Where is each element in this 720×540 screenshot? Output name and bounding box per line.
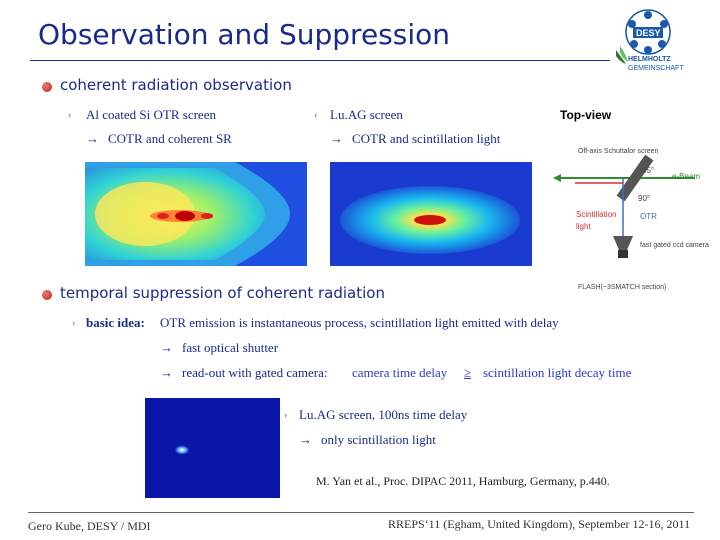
delay-geq: ≥ <box>464 365 472 380</box>
diagram-scint: Scintillation <box>576 210 617 219</box>
title-underline <box>30 60 610 61</box>
sub-bullet-icon: › <box>314 110 318 121</box>
left-result: COTR and coherent SR <box>108 131 232 146</box>
basic-idea-text: OTR emission is instantaneous process, s… <box>160 315 559 330</box>
right-result: COTR and scintillation light <box>352 131 501 146</box>
left-arrow: → <box>86 131 99 146</box>
section2-heading: temporal suppression of coherent radiati… <box>60 284 385 302</box>
logo-helmholtz: HELMHOLTZ <box>628 56 671 63</box>
right-arrow: → <box>330 131 343 146</box>
readout-arrow: → <box>160 365 173 380</box>
section1-heading: coherent radiation observation <box>60 76 292 94</box>
diagram-camera: fast gated ccd camera <box>640 242 709 249</box>
reference: M. Yan et al., Proc. DIPAC 2011, Hamburg… <box>316 474 610 488</box>
bullet-icon <box>42 82 52 92</box>
readout-text: read-out with gated camera: <box>182 365 328 380</box>
diagram-light: light <box>576 222 591 231</box>
luag-delay-text: Lu.AG screen, 100ns time delay <box>299 407 468 422</box>
bullet-icon <box>42 290 52 300</box>
footer-left: Gero Kube, DESY / MDI <box>28 519 151 533</box>
diagram-off-axis-label: Off-axis Schuttalor screen <box>578 148 659 155</box>
diagram-angle45: 45° <box>642 166 655 175</box>
luag-screen-image <box>330 162 532 266</box>
logo-desy-text: DESY <box>636 28 661 38</box>
sub-bullet-icon: › <box>284 410 288 421</box>
diagram-top-view-label: Top-view <box>560 108 612 122</box>
only-scint-arrow: → <box>299 432 312 447</box>
diagram-angle90: 90° <box>638 194 651 203</box>
right-item: Lu.AG screen <box>330 107 403 122</box>
shutter-text: fast optical shutter <box>182 340 279 355</box>
footer-rule <box>28 512 694 513</box>
shutter-arrow: → <box>160 340 173 355</box>
slide-title: Observation and Suppression <box>38 18 451 51</box>
sub-bullet-icon: › <box>72 318 76 329</box>
sub-bullet-icon: › <box>68 110 72 121</box>
otr-screen-image <box>85 162 307 266</box>
footer-right: RREPS‘11 (Egham, United Kingdom), Septem… <box>388 517 691 531</box>
desy-logo <box>612 6 712 76</box>
diagram-ebeam: e-Beam <box>672 172 701 181</box>
delay-rhs: scintillation light decay time <box>483 365 632 380</box>
basic-idea-label: basic idea: <box>86 315 145 330</box>
delay-lhs: camera time delay <box>352 365 448 380</box>
only-scint-text: only scintillation light <box>321 432 436 447</box>
left-item: Al coated Si OTR screen <box>86 107 216 122</box>
top-view-diagram <box>545 108 715 298</box>
diagram-flash: FLASH(~3SMATCH section) <box>578 284 667 291</box>
logo-gemeinschaft: GEMEINSCHAFT <box>628 65 684 72</box>
diagram-otr: OTR <box>640 212 657 221</box>
gated-luag-image <box>145 398 280 498</box>
